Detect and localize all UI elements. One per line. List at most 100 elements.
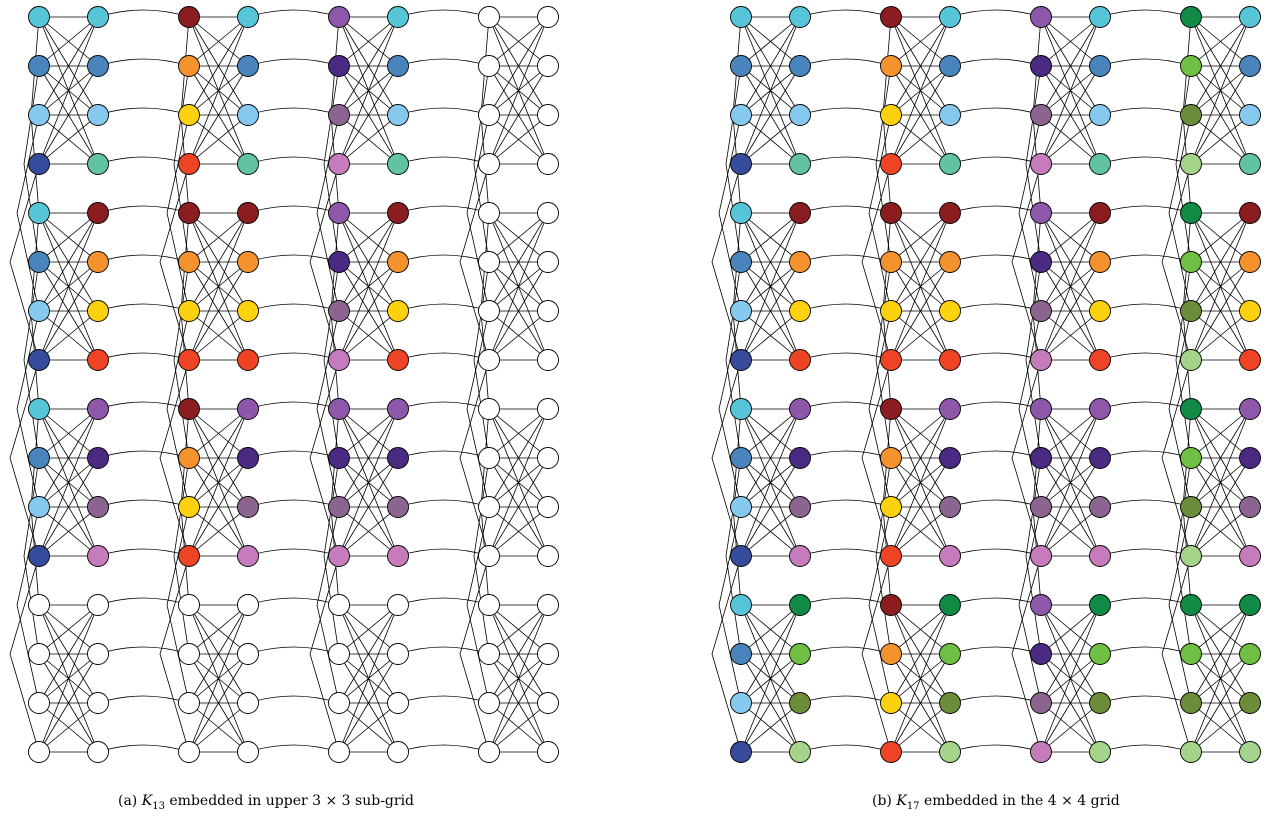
nodes <box>730 6 1261 763</box>
intra-cell-edge <box>188 16 249 116</box>
intra-cell-edge <box>890 653 951 753</box>
qubit-node <box>1030 398 1052 420</box>
intra-cell-edge <box>1190 212 1251 361</box>
qubit-node <box>880 545 902 567</box>
qubit-node <box>478 349 500 371</box>
vertical-coupler <box>466 506 490 704</box>
intra-cell-edge <box>740 114 801 165</box>
horizontal-coupler <box>97 499 190 508</box>
qubit-node <box>1030 545 1052 567</box>
intra-cell-edge <box>188 16 249 165</box>
vertical-coupler <box>173 65 190 263</box>
vertical-coupler <box>1018 114 1042 312</box>
qubit-node <box>178 594 200 616</box>
qubit-node <box>1030 300 1052 322</box>
horizontal-coupler <box>949 548 1042 557</box>
qubit-node <box>730 349 752 371</box>
qubit-node <box>328 251 350 273</box>
qubit-node <box>1180 594 1202 616</box>
qubit-node <box>730 202 752 224</box>
intra-cell-edge <box>38 65 99 165</box>
qubit-node <box>880 202 902 224</box>
horizontal-coupler <box>949 352 1042 361</box>
qubit-node <box>1239 349 1261 371</box>
intra-cell-edge <box>1040 16 1101 116</box>
qubit-node <box>328 594 350 616</box>
qubit-node <box>328 349 350 371</box>
qubit-node <box>1030 55 1052 77</box>
qubit-node <box>537 545 559 567</box>
intra-cell-edge <box>1190 604 1251 655</box>
intra-cell-edge <box>1040 16 1101 67</box>
qubit-node <box>28 594 50 616</box>
intra-cell-edge <box>740 212 801 263</box>
qubit-node <box>939 496 961 518</box>
vertical-coupler <box>23 65 40 263</box>
qubit-node <box>178 496 200 518</box>
qubit-node <box>87 300 109 322</box>
qubit-node <box>478 692 500 714</box>
qubit-node <box>1089 202 1111 224</box>
qubit-node <box>87 447 109 469</box>
qubit-node <box>387 398 409 420</box>
horizontal-coupler <box>397 352 490 361</box>
intra-cell-edge <box>740 702 801 753</box>
qubit-node <box>789 300 811 322</box>
horizontal-coupler <box>949 499 1042 508</box>
horizontal-coupler <box>97 548 190 557</box>
intra-cell-edge <box>338 212 399 263</box>
vertical-coupler <box>1168 310 1192 508</box>
qubit-node <box>328 447 350 469</box>
qubit-node <box>387 202 409 224</box>
intra-cell-edge <box>1040 702 1101 753</box>
intra-cell-edge <box>1190 408 1251 459</box>
qubit-node <box>880 692 902 714</box>
intra-cell-edge <box>1190 604 1251 704</box>
qubit-node <box>537 643 559 665</box>
horizontal-coupler <box>949 156 1042 165</box>
intra-cell-edge <box>488 261 549 361</box>
intra-cell-edge <box>38 212 99 312</box>
qubit-node <box>1180 741 1202 763</box>
qubit-node <box>880 55 902 77</box>
vertical-coupler <box>718 310 742 508</box>
qubit-node <box>1239 496 1261 518</box>
qubit-node <box>328 496 350 518</box>
intra-cell-edge <box>740 408 801 557</box>
intra-cell-edge <box>740 310 801 361</box>
qubit-node <box>387 545 409 567</box>
qubit-node <box>387 251 409 273</box>
vertical-coupler <box>473 65 490 263</box>
vertical-coupler <box>473 457 490 655</box>
horizontal-coupler <box>97 107 190 116</box>
qubit-node <box>1180 55 1202 77</box>
qubit-node <box>178 447 200 469</box>
qubit-node <box>237 496 259 518</box>
intra-cell-edge <box>38 457 99 557</box>
qubit-node <box>939 104 961 126</box>
qubit-node <box>730 104 752 126</box>
intra-cell-edge <box>188 65 249 165</box>
vertical-coupler <box>166 506 190 704</box>
qubit-node <box>730 398 752 420</box>
intra-cell-edge <box>488 506 549 557</box>
intra-cell-edge <box>188 212 249 361</box>
vertical-coupler <box>718 114 742 312</box>
intra-cell-edge <box>188 604 249 753</box>
intra-cell-edge <box>1190 408 1251 557</box>
intra-cell-edge <box>338 408 399 557</box>
intra-cell-edge <box>1040 212 1101 312</box>
qubit-node <box>328 643 350 665</box>
horizontal-coupler <box>247 352 340 361</box>
horizontal-coupler <box>1099 548 1192 557</box>
qubit-node <box>939 202 961 224</box>
qubit-node <box>1180 104 1202 126</box>
horizontal-coupler <box>97 744 190 753</box>
intra-cell-edge <box>188 114 249 165</box>
qubit-node <box>1239 251 1261 273</box>
qubit-node <box>789 594 811 616</box>
qubit-node <box>730 741 752 763</box>
intra-cell-edge <box>1040 261 1101 361</box>
qubit-node <box>1030 643 1052 665</box>
intra-cell-edge <box>488 212 549 361</box>
